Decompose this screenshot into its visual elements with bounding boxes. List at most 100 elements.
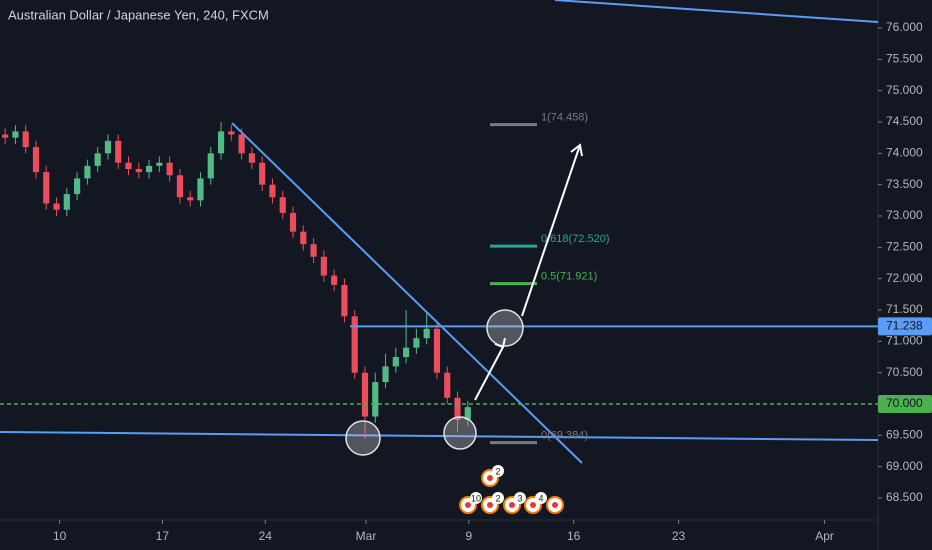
candle-body bbox=[382, 366, 389, 383]
y-tick-label: 76.000 bbox=[886, 20, 923, 34]
x-tick-label: 17 bbox=[156, 529, 170, 543]
candle-body bbox=[145, 165, 153, 173]
candle-body bbox=[53, 203, 60, 210]
event-badge bbox=[492, 465, 504, 477]
candle-body bbox=[269, 184, 276, 198]
candle-body bbox=[156, 162, 163, 166]
candle-body bbox=[248, 153, 255, 163]
candle-body bbox=[104, 140, 112, 154]
y-tick-label: 71.000 bbox=[886, 334, 923, 348]
candle-body bbox=[361, 372, 369, 417]
event-dot bbox=[509, 502, 515, 508]
event-dot bbox=[487, 502, 493, 508]
event-badge bbox=[535, 492, 547, 504]
event-dot bbox=[552, 502, 558, 508]
arrow bbox=[521, 144, 581, 317]
candle-body bbox=[403, 347, 410, 358]
candle-body bbox=[94, 153, 101, 166]
trend-line bbox=[554, 0, 879, 23]
candle-body bbox=[331, 275, 338, 285]
candle-body bbox=[310, 244, 317, 257]
candle-body bbox=[289, 212, 297, 232]
candle-body bbox=[259, 162, 266, 185]
price-label: 71.238 bbox=[886, 319, 923, 333]
x-tick-label: 24 bbox=[259, 529, 273, 543]
event-badge bbox=[492, 492, 504, 504]
y-tick-label: 73.500 bbox=[886, 177, 923, 191]
fib-label: 0.618(72.520) bbox=[541, 233, 610, 245]
candle-body bbox=[135, 169, 142, 173]
marker-circle bbox=[345, 420, 381, 456]
event-count: 4 bbox=[538, 493, 543, 503]
candle-body bbox=[464, 407, 471, 420]
candle-body bbox=[300, 231, 307, 245]
marker-circle bbox=[443, 416, 477, 450]
y-tick-label: 69.000 bbox=[886, 459, 923, 473]
x-tick-label: Apr bbox=[815, 529, 834, 543]
candle-body bbox=[433, 328, 441, 373]
y-tick-label: 71.500 bbox=[886, 302, 923, 316]
candle-body bbox=[197, 178, 204, 201]
x-tick-label: 10 bbox=[53, 529, 67, 543]
candle-body bbox=[454, 397, 461, 420]
fib-label: 0.5(71.921) bbox=[541, 271, 597, 283]
candle-body bbox=[115, 140, 122, 163]
candle-body bbox=[187, 197, 194, 201]
candle-body bbox=[217, 131, 225, 154]
candle-body bbox=[84, 165, 91, 179]
candle-body bbox=[125, 162, 132, 170]
event-badge bbox=[470, 492, 482, 504]
candle-body bbox=[74, 178, 81, 195]
candle-body bbox=[341, 284, 348, 317]
fib-label: 1(74.458) bbox=[541, 112, 588, 124]
candle-body bbox=[444, 372, 451, 398]
candle-body bbox=[279, 197, 286, 213]
y-tick-label: 74.000 bbox=[886, 146, 923, 160]
event-dot bbox=[465, 502, 471, 508]
fib-label: 0(69.384) bbox=[541, 430, 588, 442]
trend-line bbox=[231, 122, 583, 464]
candle-body bbox=[392, 357, 399, 367]
y-tick-label: 74.500 bbox=[886, 114, 923, 128]
candle-body bbox=[166, 162, 173, 176]
candle-body bbox=[372, 382, 379, 417]
y-tick-label: 75.000 bbox=[886, 83, 923, 97]
candle-body bbox=[413, 338, 420, 348]
candle-body bbox=[43, 172, 50, 204]
candle-body bbox=[351, 316, 358, 373]
candle-body bbox=[63, 194, 70, 210]
event-count: 2 bbox=[495, 466, 500, 476]
price-label-box bbox=[878, 395, 932, 414]
x-tick-label: 23 bbox=[672, 529, 686, 543]
candle-body bbox=[207, 153, 214, 179]
y-tick-label: 75.500 bbox=[886, 52, 923, 66]
x-tick-label: 16 bbox=[567, 529, 581, 543]
candle-body bbox=[12, 131, 19, 138]
x-tick-label: 9 bbox=[465, 529, 472, 543]
marker-circle bbox=[486, 309, 524, 347]
trend-line bbox=[0, 431, 879, 441]
event-dot bbox=[487, 475, 493, 481]
price-label-box bbox=[878, 317, 932, 336]
price-label: 70.000 bbox=[886, 396, 923, 410]
x-tick-label: Mar bbox=[356, 529, 377, 543]
y-tick-label: 70.500 bbox=[886, 365, 923, 379]
y-tick-label: 72.000 bbox=[886, 271, 923, 285]
candle-body bbox=[228, 131, 235, 135]
arrow-head bbox=[570, 143, 583, 157]
y-tick-label: 72.500 bbox=[886, 240, 923, 254]
candle-body bbox=[22, 131, 29, 148]
candle-body bbox=[176, 175, 184, 198]
arrow-head bbox=[494, 337, 506, 349]
plot bbox=[0, 0, 879, 464]
y-tick-label: 69.500 bbox=[886, 428, 923, 442]
event-count: 3 bbox=[517, 493, 522, 503]
y-tick-label: 73.000 bbox=[886, 208, 923, 222]
candle-body bbox=[2, 134, 9, 138]
arrow bbox=[474, 346, 504, 401]
candle-body bbox=[320, 256, 327, 276]
event-badge bbox=[514, 492, 526, 504]
candle-body bbox=[423, 328, 430, 339]
